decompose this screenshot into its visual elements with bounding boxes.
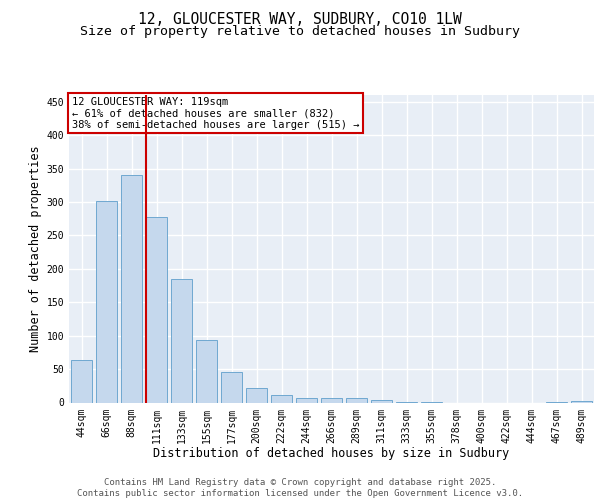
Bar <box>321 398 342 402</box>
Bar <box>271 395 292 402</box>
Bar <box>121 175 142 402</box>
Bar <box>371 400 392 402</box>
Bar <box>71 360 92 403</box>
Bar <box>146 216 167 402</box>
Bar <box>96 202 117 402</box>
Text: 12, GLOUCESTER WAY, SUDBURY, CO10 1LW: 12, GLOUCESTER WAY, SUDBURY, CO10 1LW <box>138 12 462 28</box>
X-axis label: Distribution of detached houses by size in Sudbury: Distribution of detached houses by size … <box>154 447 509 460</box>
Bar <box>296 398 317 402</box>
Bar <box>196 340 217 402</box>
Bar <box>346 398 367 402</box>
Bar <box>221 372 242 402</box>
Bar <box>571 401 592 402</box>
Bar <box>246 388 267 402</box>
Text: Contains HM Land Registry data © Crown copyright and database right 2025.
Contai: Contains HM Land Registry data © Crown c… <box>77 478 523 498</box>
Text: Size of property relative to detached houses in Sudbury: Size of property relative to detached ho… <box>80 25 520 38</box>
Y-axis label: Number of detached properties: Number of detached properties <box>29 146 43 352</box>
Text: 12 GLOUCESTER WAY: 119sqm
← 61% of detached houses are smaller (832)
38% of semi: 12 GLOUCESTER WAY: 119sqm ← 61% of detac… <box>71 96 359 130</box>
Bar <box>171 279 192 402</box>
